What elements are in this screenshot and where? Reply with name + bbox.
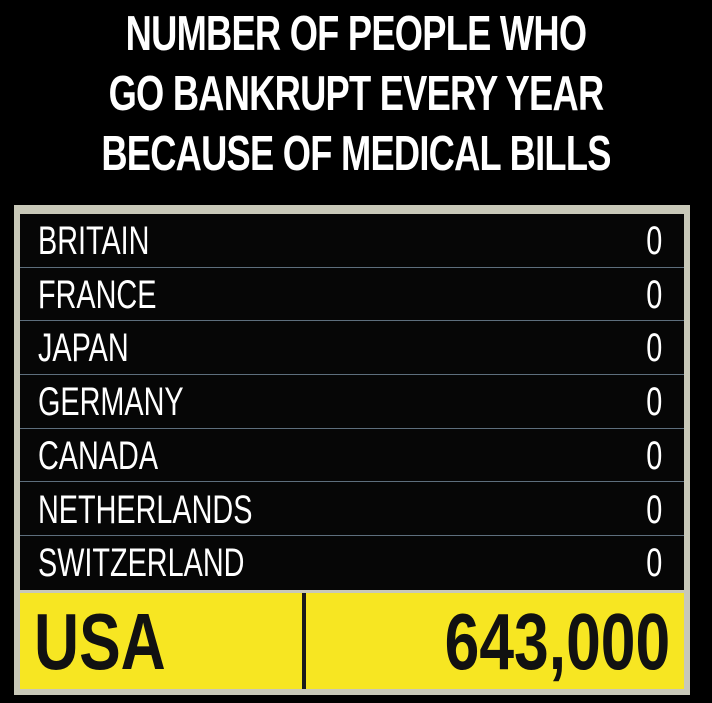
country-name: NETHERLANDS	[38, 487, 253, 532]
bankruptcy-count: 0	[645, 219, 662, 263]
bankruptcy-count: 0	[645, 326, 662, 371]
chart-title: NUMBER OF PEOPLE WHO GO BANKRUPT EVERY Y…	[93, 4, 620, 184]
country-name: GERMANY	[38, 380, 184, 425]
usa-value: 643,000	[444, 597, 670, 686]
bankruptcy-count: 0	[645, 487, 662, 532]
table-row: SWITZERLAND 0	[20, 536, 684, 590]
title-line-3: BECAUSE OF MEDICAL BILLS	[101, 127, 611, 181]
title-line-2: GO BANKRUPT EVERY YEAR	[108, 67, 605, 121]
table-row: JAPAN 0	[20, 321, 684, 376]
table-row: NETHERLANDS 0	[20, 483, 684, 537]
table-row: FRANCE 0	[20, 268, 684, 322]
country-name: JAPAN	[38, 326, 129, 371]
bankruptcy-count: 0	[645, 541, 662, 586]
usa-highlight-row: USA 643,000	[20, 593, 684, 689]
usa-divider	[302, 593, 306, 689]
title-line-1: NUMBER OF PEOPLE WHO	[125, 7, 587, 61]
country-name: CANADA	[38, 433, 159, 478]
country-name: FRANCE	[38, 272, 157, 317]
usa-label: USA	[34, 597, 166, 686]
bankruptcy-count: 0	[645, 433, 662, 478]
table-row: CANADA 0	[20, 429, 684, 483]
bankruptcy-count: 0	[645, 272, 662, 317]
country-name: SWITZERLAND	[38, 541, 245, 586]
table-row: GERMANY 0	[20, 375, 684, 429]
bankruptcy-count: 0	[645, 380, 662, 425]
table-row: BRITAIN 0	[20, 214, 684, 268]
country-name: BRITAIN	[38, 219, 150, 263]
country-table: BRITAIN 0 FRANCE 0 JAPAN 0 GERMANY 0 CANADA 0 NETH…	[20, 214, 684, 590]
